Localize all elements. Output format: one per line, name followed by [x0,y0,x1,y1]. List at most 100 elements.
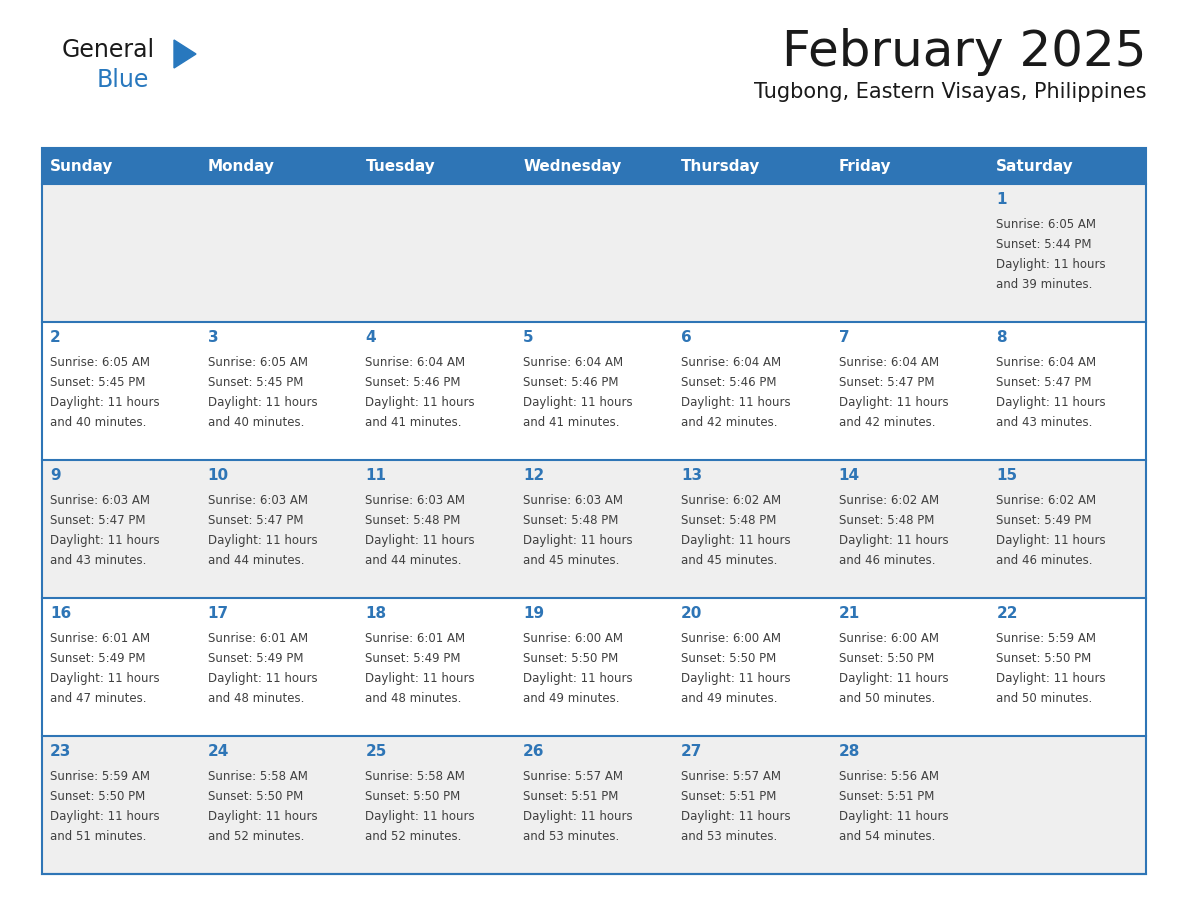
Text: Daylight: 11 hours: Daylight: 11 hours [839,672,948,685]
Text: and 52 minutes.: and 52 minutes. [208,830,304,843]
Text: Sunset: 5:49 PM: Sunset: 5:49 PM [997,514,1092,527]
Bar [516,148,672,184]
Bar [358,598,516,736]
Text: 12: 12 [523,468,544,483]
Text: Sunrise: 5:57 AM: Sunrise: 5:57 AM [523,770,624,783]
Text: Sunset: 5:47 PM: Sunset: 5:47 PM [208,514,303,527]
Text: and 46 minutes.: and 46 minutes. [997,554,1093,567]
Text: Friday: Friday [839,159,891,174]
Text: Sunset: 5:45 PM: Sunset: 5:45 PM [208,376,303,389]
Text: Sunset: 5:49 PM: Sunset: 5:49 PM [208,652,303,665]
Text: Sunset: 5:49 PM: Sunset: 5:49 PM [366,652,461,665]
Text: and 48 minutes.: and 48 minutes. [366,692,462,705]
Text: General: General [62,38,156,62]
Text: 16: 16 [50,606,71,621]
Text: Sunrise: 6:01 AM: Sunrise: 6:01 AM [50,632,150,645]
Text: Sunrise: 6:00 AM: Sunrise: 6:00 AM [523,632,624,645]
Text: Sunset: 5:51 PM: Sunset: 5:51 PM [681,790,776,803]
Text: Sunrise: 6:04 AM: Sunrise: 6:04 AM [523,356,624,369]
Bar [516,322,672,460]
Text: 6: 6 [681,330,691,345]
Text: 2: 2 [50,330,61,345]
Bar [830,184,988,322]
Text: and 46 minutes.: and 46 minutes. [839,554,935,567]
Text: and 47 minutes.: and 47 minutes. [50,692,146,705]
Text: Sunrise: 6:03 AM: Sunrise: 6:03 AM [366,494,466,507]
Text: Sunrise: 6:00 AM: Sunrise: 6:00 AM [839,632,939,645]
Bar [358,736,516,874]
Text: Wednesday: Wednesday [523,159,621,174]
Text: and 43 minutes.: and 43 minutes. [997,416,1093,429]
Bar [988,460,1146,598]
Text: and 48 minutes.: and 48 minutes. [208,692,304,705]
Text: Daylight: 11 hours: Daylight: 11 hours [681,810,790,823]
Text: Daylight: 11 hours: Daylight: 11 hours [366,810,475,823]
Polygon shape [173,40,196,68]
Bar [830,736,988,874]
Text: 27: 27 [681,744,702,759]
Text: Sunset: 5:50 PM: Sunset: 5:50 PM [997,652,1092,665]
Text: Daylight: 11 hours: Daylight: 11 hours [523,672,633,685]
Text: and 39 minutes.: and 39 minutes. [997,278,1093,291]
Text: 20: 20 [681,606,702,621]
Text: Daylight: 11 hours: Daylight: 11 hours [50,396,159,409]
Text: and 44 minutes.: and 44 minutes. [366,554,462,567]
Bar [42,598,200,736]
Text: Sunrise: 6:00 AM: Sunrise: 6:00 AM [681,632,781,645]
Text: and 49 minutes.: and 49 minutes. [681,692,777,705]
Text: Daylight: 11 hours: Daylight: 11 hours [681,534,790,547]
Text: Sunset: 5:48 PM: Sunset: 5:48 PM [523,514,619,527]
Bar [358,184,516,322]
Bar [42,148,200,184]
Text: Sunrise: 6:04 AM: Sunrise: 6:04 AM [997,356,1097,369]
Text: Sunrise: 6:05 AM: Sunrise: 6:05 AM [997,218,1097,231]
Text: and 45 minutes.: and 45 minutes. [681,554,777,567]
Text: Sunrise: 6:01 AM: Sunrise: 6:01 AM [366,632,466,645]
Text: Saturday: Saturday [997,159,1074,174]
Text: and 43 minutes.: and 43 minutes. [50,554,146,567]
Text: Sunset: 5:46 PM: Sunset: 5:46 PM [681,376,776,389]
Text: Daylight: 11 hours: Daylight: 11 hours [208,396,317,409]
Text: 1: 1 [997,192,1006,207]
Bar [516,460,672,598]
Text: and 42 minutes.: and 42 minutes. [681,416,777,429]
Bar [988,148,1146,184]
Bar [42,322,200,460]
Text: Sunrise: 6:04 AM: Sunrise: 6:04 AM [681,356,781,369]
Text: and 49 minutes.: and 49 minutes. [523,692,620,705]
Bar [988,736,1146,874]
Text: and 44 minutes.: and 44 minutes. [208,554,304,567]
Bar [200,598,358,736]
Text: Sunset: 5:47 PM: Sunset: 5:47 PM [839,376,934,389]
Text: Sunset: 5:47 PM: Sunset: 5:47 PM [997,376,1092,389]
Text: 23: 23 [50,744,71,759]
Text: and 45 minutes.: and 45 minutes. [523,554,619,567]
Text: Tugbong, Eastern Visayas, Philippines: Tugbong, Eastern Visayas, Philippines [753,82,1146,102]
Text: Daylight: 11 hours: Daylight: 11 hours [681,672,790,685]
Text: 9: 9 [50,468,61,483]
Text: Thursday: Thursday [681,159,760,174]
Text: 10: 10 [208,468,229,483]
Text: and 41 minutes.: and 41 minutes. [366,416,462,429]
Text: and 52 minutes.: and 52 minutes. [366,830,462,843]
Text: Sunrise: 6:02 AM: Sunrise: 6:02 AM [997,494,1097,507]
Bar [672,598,830,736]
Bar [988,184,1146,322]
Bar [988,598,1146,736]
Text: Sunrise: 5:56 AM: Sunrise: 5:56 AM [839,770,939,783]
Text: Sunset: 5:49 PM: Sunset: 5:49 PM [50,652,145,665]
Text: and 54 minutes.: and 54 minutes. [839,830,935,843]
Text: Sunset: 5:48 PM: Sunset: 5:48 PM [839,514,934,527]
Text: Sunrise: 6:03 AM: Sunrise: 6:03 AM [50,494,150,507]
Bar [200,460,358,598]
Bar [672,148,830,184]
Bar [672,460,830,598]
Text: Sunset: 5:50 PM: Sunset: 5:50 PM [523,652,619,665]
Text: Sunset: 5:50 PM: Sunset: 5:50 PM [366,790,461,803]
Text: February 2025: February 2025 [782,28,1146,76]
Text: Sunset: 5:51 PM: Sunset: 5:51 PM [523,790,619,803]
Text: Daylight: 11 hours: Daylight: 11 hours [523,810,633,823]
Text: Blue: Blue [97,68,150,92]
Text: 22: 22 [997,606,1018,621]
Text: Daylight: 11 hours: Daylight: 11 hours [839,396,948,409]
